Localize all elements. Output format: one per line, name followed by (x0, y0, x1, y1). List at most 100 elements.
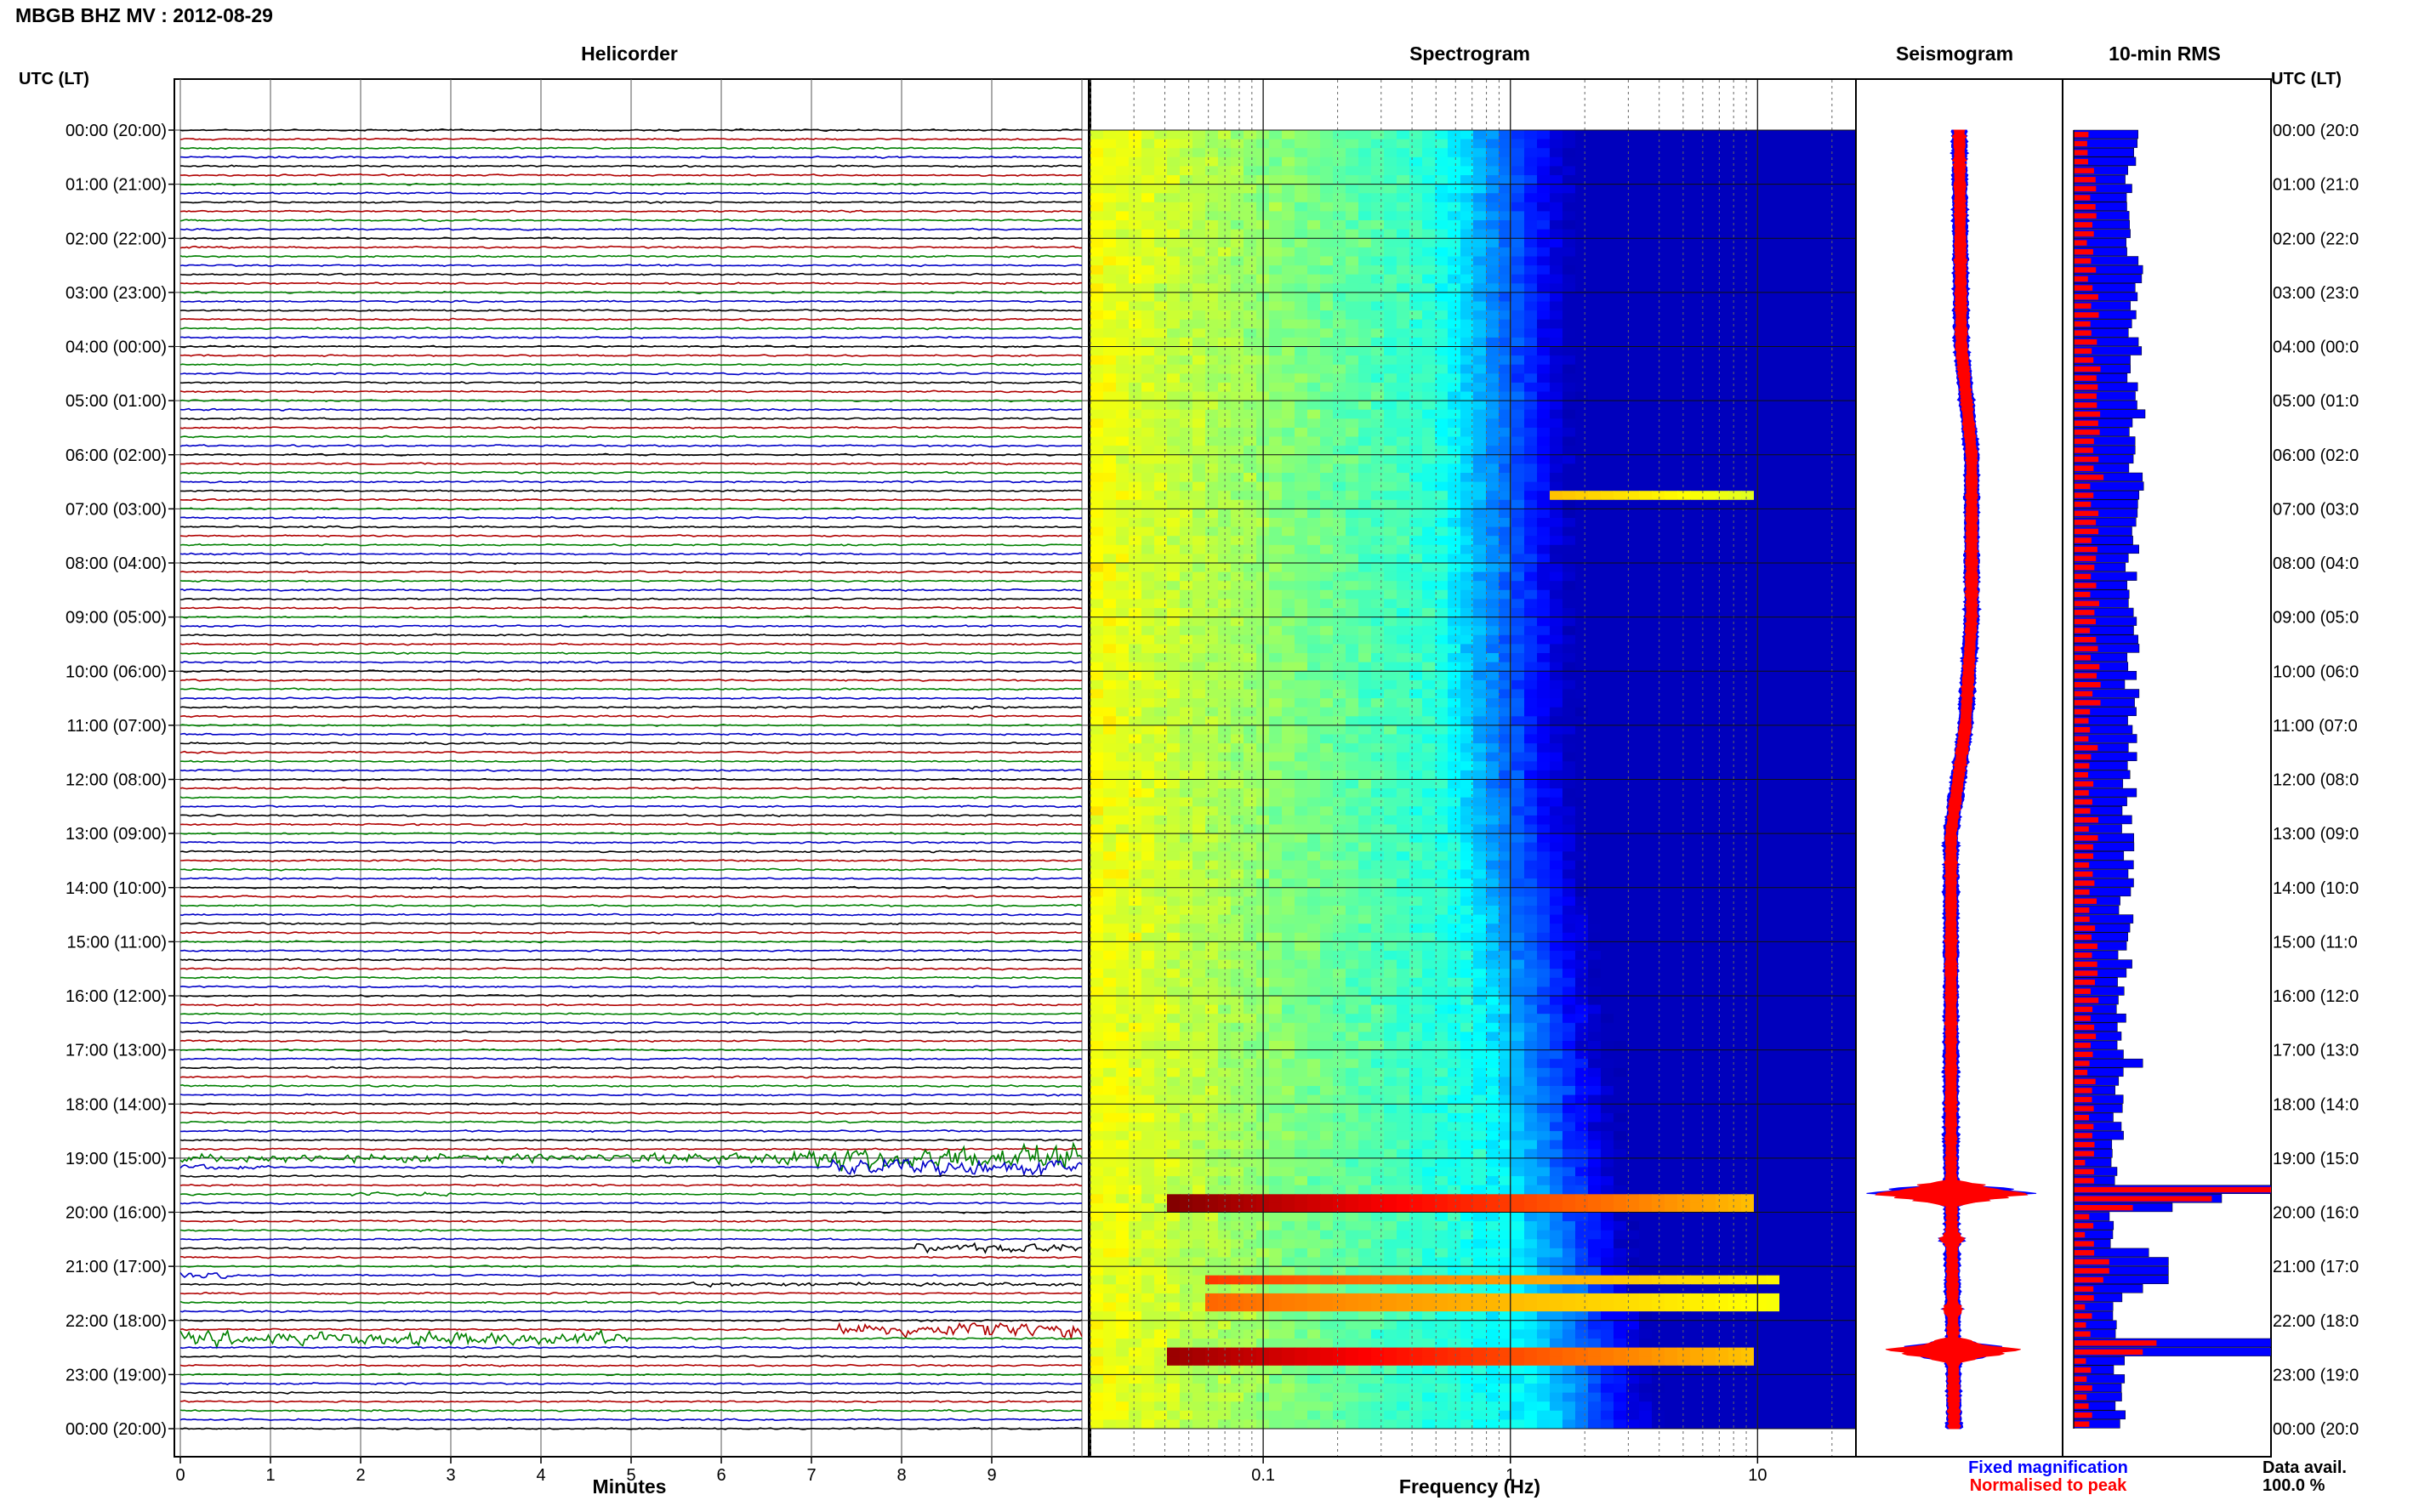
spectrogram-cell (1767, 265, 1780, 276)
spectrogram-cell (1103, 292, 1117, 302)
spectrogram-cell (1805, 806, 1819, 816)
spectrogram-cell (1588, 563, 1602, 573)
spectrogram-cell (1626, 662, 1640, 672)
spectrogram-cell (1601, 653, 1614, 663)
spectrogram-cell (1614, 130, 1627, 140)
helicorder-trace (179, 372, 1083, 376)
spectrogram-cell (1154, 184, 1168, 194)
spectrogram-cell (1141, 310, 1155, 321)
spectrogram-cell (1154, 671, 1168, 681)
spectrogram-cell (1728, 139, 1742, 149)
spectrogram-cell (1716, 599, 1729, 609)
spectrogram-cell (1346, 238, 1359, 248)
spectrogram-cell (1422, 509, 1436, 519)
spectrogram-cell (1460, 382, 1474, 392)
spectrogram-cell (1818, 319, 1831, 329)
spectrogram-cell (1677, 662, 1691, 672)
spectrogram-cell (1409, 626, 1423, 636)
spectrogram-cell (1537, 301, 1551, 311)
spectrogram-cell (1588, 499, 1602, 509)
spectrogram-cell (1511, 292, 1525, 302)
spectrogram-cell (1346, 454, 1359, 464)
spectrogram-cell (1779, 797, 1793, 807)
spectrogram-cell (1141, 761, 1155, 771)
spectrogram-cell (1588, 148, 1602, 158)
spectrogram-cell (1754, 229, 1767, 239)
spectrogram-cell (1295, 679, 1308, 690)
spectrogram-cell (1116, 193, 1130, 203)
spectrogram-cell (1843, 581, 1857, 591)
spectrogram-cell (1626, 202, 1640, 212)
spectrogram-cell (1269, 328, 1283, 338)
spectrogram-cell (1703, 526, 1716, 537)
spectrogram-cell (1639, 175, 1653, 185)
spectrogram-cell (1397, 815, 1410, 825)
spectrogram-cell (1703, 716, 1716, 726)
spectrogram-cell (1397, 436, 1410, 446)
spectrogram-cell (1090, 220, 1104, 230)
spectrogram-cell (1435, 310, 1449, 321)
spectrogram-cell (1371, 563, 1385, 573)
spectrogram-cell (1397, 166, 1410, 176)
spectrogram-cell (1779, 418, 1793, 429)
spectrogram-cell (1779, 193, 1793, 203)
spectrogram-cell (1652, 743, 1665, 753)
spectrogram-cell (1486, 509, 1500, 519)
spectrogram-cell (1346, 364, 1359, 374)
spectrogram-cell (1818, 446, 1831, 456)
spectrogram-cell (1703, 509, 1716, 519)
spectrogram-cell (1333, 698, 1346, 708)
spectrogram-cell (1371, 175, 1385, 185)
spectrogram-cell (1282, 391, 1295, 401)
spectrogram-cell (1358, 806, 1372, 816)
spectrogram-cell (1154, 265, 1168, 276)
spectrogram-cell (1716, 788, 1729, 799)
spectrogram-cell (1295, 355, 1308, 366)
spectrogram-cell (1154, 247, 1168, 257)
spectrogram-cell (1435, 653, 1449, 663)
spectrogram-cell (1460, 634, 1474, 645)
spectrogram-cell (1703, 589, 1716, 600)
spectrogram-cell (1511, 662, 1525, 672)
spectrogram-cell (1728, 193, 1742, 203)
spectrogram-cell (1588, 716, 1602, 726)
helicorder-trace (180, 173, 1083, 177)
spectrogram-cell (1779, 256, 1793, 266)
spectrogram-cell (1524, 554, 1538, 564)
spectrogram-cell (1473, 130, 1487, 140)
spectrogram-cell (1652, 364, 1665, 374)
spectrogram-cell (1537, 554, 1551, 564)
spectrogram-cell (1575, 193, 1589, 203)
spectrogram-cell (1588, 689, 1602, 699)
spectrogram-cell (1154, 626, 1168, 636)
spectrogram-cell (1167, 148, 1181, 158)
spectrogram-cell (1779, 509, 1793, 519)
spectrogram-cell (1129, 608, 1142, 618)
spectrogram-cell (1103, 446, 1117, 456)
spectrogram-cell (1486, 707, 1500, 717)
spectrogram-cell (1269, 833, 1283, 844)
spectrogram-cell (1473, 761, 1487, 771)
spectrogram-cell (1728, 436, 1742, 446)
spectrogram-cell (1665, 770, 1678, 780)
spectrogram-cell (1435, 156, 1449, 167)
spectrogram-cell (1767, 247, 1780, 257)
spectrogram-cell (1588, 238, 1602, 248)
spectrogram-cell (1652, 355, 1665, 366)
spectrogram-cell (1524, 427, 1538, 437)
spectrogram-cell (1103, 418, 1117, 429)
helicorder-trace (179, 1322, 1083, 1339)
spectrogram-cell (1205, 544, 1219, 554)
spectrogram-cell (1741, 571, 1755, 582)
spectrogram-cell (1639, 734, 1653, 744)
spectrogram-cell (1575, 779, 1589, 789)
spectrogram-cell (1192, 589, 1206, 600)
spectrogram-cell (1269, 193, 1283, 203)
spectrogram-cell (1282, 401, 1295, 411)
spectrogram-cell (1562, 401, 1576, 411)
spectrogram-cell (1716, 581, 1729, 591)
helicorder-trace (179, 389, 1083, 394)
spectrogram-cell (1333, 806, 1346, 816)
spectrogram-cell (1690, 382, 1704, 392)
spectrogram-cell (1141, 634, 1155, 645)
